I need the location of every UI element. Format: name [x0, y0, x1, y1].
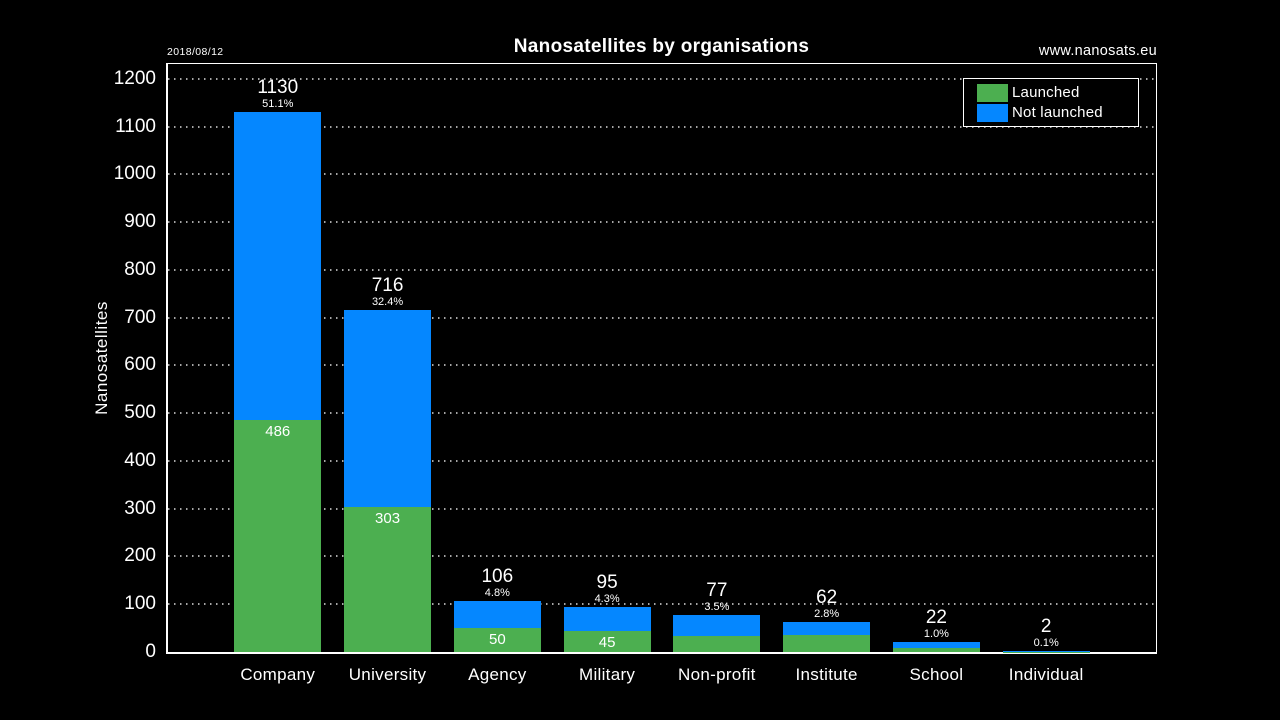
bar-segment-launched-institute [783, 634, 871, 652]
bar-total-label: 62 [816, 587, 838, 609]
bar-segment-not-launched-military [563, 606, 651, 631]
bar-percent-label: 4.3% [594, 592, 620, 605]
y-tick-label: 1000 [113, 163, 156, 185]
bar-segment-not-launched-company [234, 112, 322, 420]
bar-segment-launched-school [892, 648, 980, 652]
bar-percent-label: 2.8% [814, 608, 840, 621]
bar-segment-launched-company [234, 419, 322, 652]
gridline [168, 364, 1156, 367]
gridline [168, 173, 1156, 176]
bar-launched-label: 486 [265, 422, 291, 440]
bar-total-label: 22 [925, 606, 947, 628]
x-category-label: Company [240, 665, 316, 684]
bar-percent-label: 3.5% [704, 601, 730, 614]
legend-item-not-launched: Not launched [977, 103, 1138, 122]
y-tick-label: 600 [124, 354, 156, 376]
y-tick-label: 400 [124, 449, 156, 471]
bar-value-labels: 22 1.0% [866, 606, 1006, 640]
legend-label-not-launched: Not launched [1012, 104, 1103, 121]
bar-segment-launched-university [344, 507, 432, 652]
gridline [168, 555, 1156, 558]
bar-segment-launched-agency [453, 628, 541, 652]
gridline [168, 412, 1156, 415]
launched-swatch-icon [977, 83, 1008, 102]
legend-item-launched: Launched [977, 83, 1138, 102]
bar-total-label: 2 [1040, 616, 1052, 638]
bar-value-labels: 106 4.8% [427, 566, 567, 600]
x-category-label: Institute [795, 665, 858, 684]
gridline [168, 268, 1156, 271]
gridline [168, 603, 1156, 606]
bar-segment-not-launched-school [892, 641, 980, 649]
x-category-label: Military [578, 665, 636, 684]
bar-value-labels: 77 3.5% [647, 580, 787, 614]
bar-segment-launched-military [563, 630, 651, 652]
y-tick-label: 1200 [113, 67, 156, 89]
legend-label-launched: Launched [1012, 84, 1080, 101]
bar-total-label: 1130 [257, 77, 299, 99]
x-category-label: Individual [1008, 665, 1084, 684]
gridline [168, 507, 1156, 510]
bar-value-labels: 62 2.8% [757, 587, 897, 621]
bar-segment-launched-non-profit [673, 635, 761, 652]
chart-title: Nanosatellites by organisations [513, 36, 810, 57]
y-tick-label: 900 [124, 211, 156, 233]
bar-value-labels: 1130 51.1% [208, 77, 348, 111]
bar-value-labels: 2 0.1% [976, 616, 1116, 650]
legend: Launched Not launched [963, 78, 1139, 127]
bar-percent-label: 32.4% [371, 296, 404, 308]
bar-launched-label: 303 [375, 510, 401, 528]
bar-launched-label: 45 [598, 633, 616, 651]
bar-percent-label: 1.0% [923, 627, 949, 640]
y-tick-label: 500 [124, 402, 156, 424]
bar-segment-not-launched-agency [453, 601, 541, 629]
bar-segment-not-launched-institute [783, 622, 871, 635]
y-tick-label: 300 [124, 497, 156, 519]
bar-percent-label: 51.1% [262, 98, 294, 111]
y-tick-label: 700 [124, 306, 156, 328]
gridline [168, 125, 1156, 128]
bar-total-label: 106 [481, 566, 514, 588]
y-tick-label: 100 [124, 593, 156, 615]
plot-area: 1130 51.1% 486 Company 716 32.4% 303 University… [166, 63, 1157, 684]
bar-total-label: 716 [371, 275, 404, 296]
date-label: 2018/08/12 [167, 46, 224, 58]
bar-value-labels: 716 32.4% [318, 275, 458, 309]
x-category-label: Agency [468, 665, 527, 684]
y-tick-label: 1100 [115, 115, 156, 137]
gridline [168, 221, 1156, 224]
bar-segment-not-launched-non-profit [673, 615, 761, 636]
gridline [168, 77, 1156, 80]
x-category-label: School [909, 665, 964, 684]
bar-segment-not-launched-university [344, 310, 432, 508]
x-category-label: Non-profit [678, 665, 756, 684]
y-tick-label: 800 [124, 258, 156, 280]
x-category-label: University [348, 665, 427, 684]
bar-percent-label: 0.1% [1033, 637, 1059, 650]
gridline [168, 459, 1156, 462]
not-launched-swatch-icon [977, 103, 1008, 122]
bar-launched-label: 50 [488, 631, 506, 649]
bar-value-labels: 95 4.3% [537, 571, 677, 605]
website-label: www.nanosats.eu [1038, 43, 1157, 59]
y-tick-label: 200 [124, 545, 156, 567]
bar-total-label: 95 [596, 571, 618, 593]
y-tick-label: 0 [145, 641, 156, 662]
bar-total-label: 77 [706, 580, 728, 602]
bar-percent-label: 4.8% [484, 587, 510, 600]
gridline [168, 316, 1156, 319]
